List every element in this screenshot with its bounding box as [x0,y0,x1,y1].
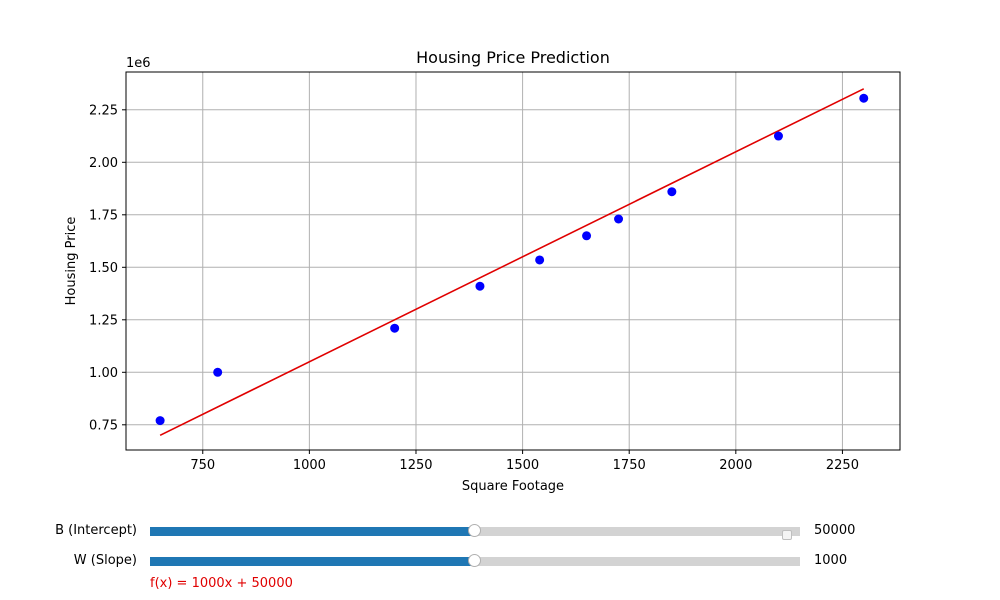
x-tick-label: 2250 [826,458,859,473]
slope-slider-label: W (Slope) [73,553,137,568]
intercept-slider-handle[interactable] [468,524,481,537]
intercept-initial-value-marker [782,530,792,540]
y-tick-label: 1.75 [89,208,118,223]
y-tick-label: 1.25 [89,313,118,328]
y-axis-ticks: 0.75 1.00 1.25 1.50 1.75 2.00 2.25 [89,103,126,433]
slope-slider-value: 1000 [814,553,848,568]
data-point [390,323,400,333]
x-axis-label: Square Footage [462,479,564,494]
fit-line-layer [159,88,865,437]
scatter-points [155,93,869,426]
data-point [213,367,223,377]
slope-slider-handle[interactable] [468,554,481,567]
slope-slider-fill [150,557,475,566]
x-axis-ticks: 750 1000 1250 1500 1750 2000 2250 [190,450,859,473]
slope-slider-row: W (Slope) 1000 [0,551,1000,571]
formula-text: f(x) = 1000x + 50000 [150,576,293,591]
x-tick-label: 1250 [399,458,432,473]
data-point [614,214,624,224]
data-point [475,281,485,291]
y-offset-label: 1e6 [126,56,151,71]
chart-title: Housing Price Prediction [416,48,610,67]
x-tick-label: 1000 [293,458,326,473]
slope-slider-track[interactable] [150,554,800,567]
intercept-slider-label: B (Intercept) [55,523,137,538]
intercept-slider-fill [150,527,475,536]
intercept-slider-row: B (Intercept) 50000 [0,521,1000,541]
data-point [773,131,783,141]
x-tick-label: 2000 [719,458,752,473]
housing-price-chart: 750 1000 1250 1500 1750 2000 2250 0.75 1.00 1.25… [64,48,901,494]
grid-lines [126,72,900,450]
data-point [582,231,592,241]
y-tick-label: 2.25 [89,103,118,118]
y-tick-label: 2.00 [89,156,118,171]
x-tick-label: 1500 [506,458,539,473]
plot-frame [125,71,901,451]
x-tick-label: 750 [190,458,215,473]
intercept-slider-track[interactable] [150,524,800,537]
x-tick-label: 1750 [613,458,646,473]
fit-line [159,88,865,437]
data-point [535,255,545,265]
data-point [667,187,677,197]
y-tick-label: 0.75 [89,418,118,433]
data-point [859,93,869,103]
y-tick-label: 1.00 [89,366,118,381]
data-point [155,416,165,426]
y-axis-label: Housing Price [64,217,79,306]
intercept-slider-value: 50000 [814,523,856,538]
y-tick-label: 1.50 [89,261,118,276]
